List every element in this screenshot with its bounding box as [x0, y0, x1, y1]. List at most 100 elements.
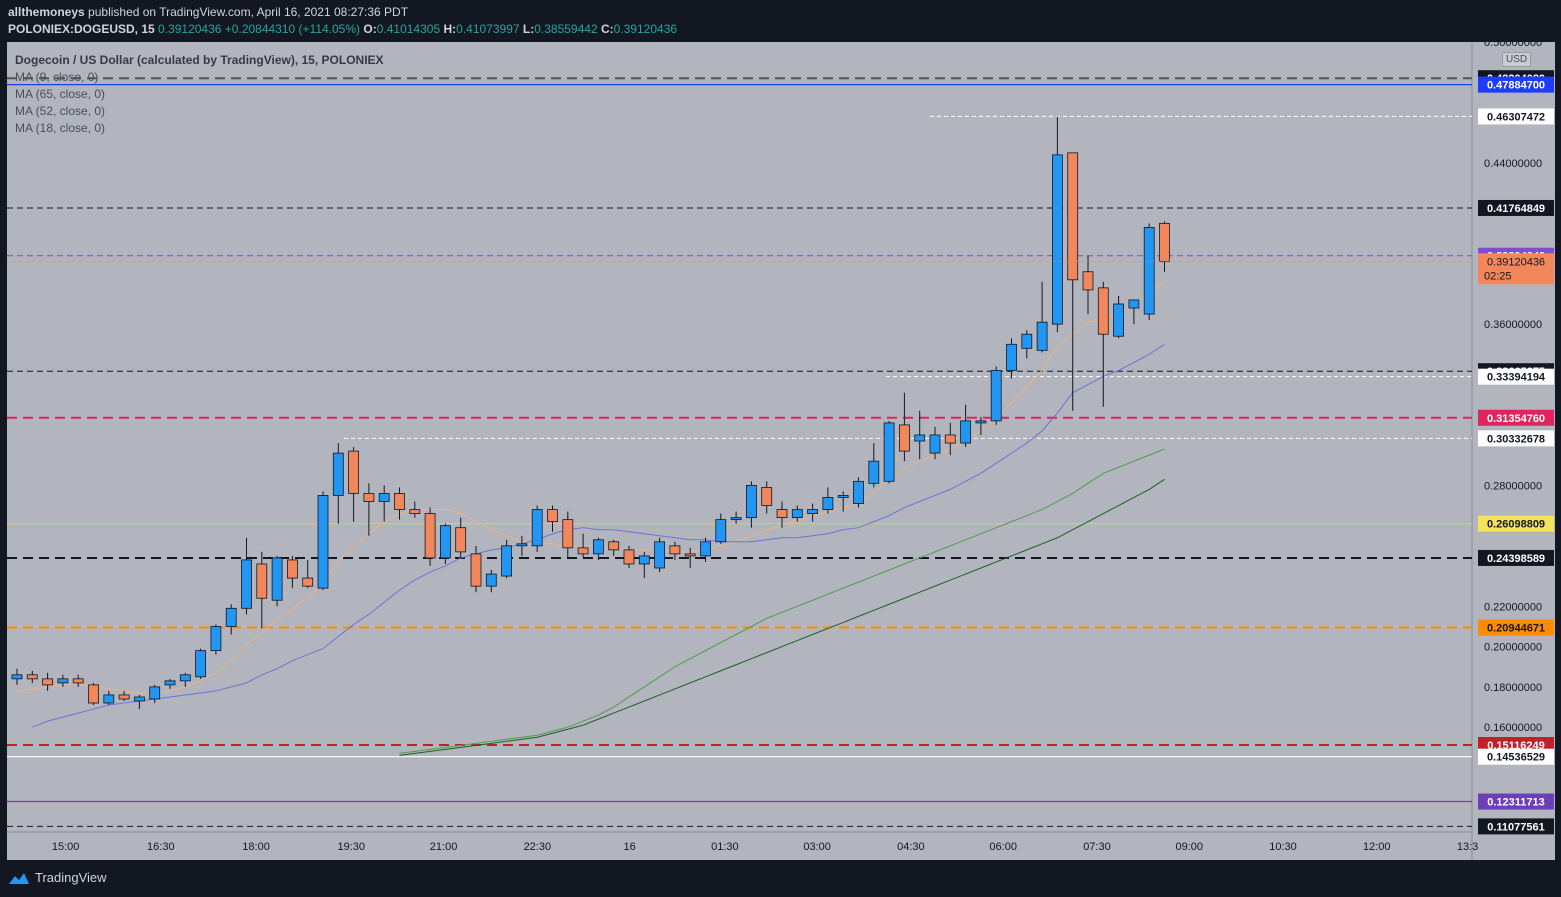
x-tick-label: 09:00	[1175, 841, 1203, 853]
legend-ma-65[interactable]: MA (65, close, 0)	[15, 87, 106, 101]
last-price-label: 0.39120436	[1487, 256, 1545, 268]
candle-body	[654, 541, 665, 569]
y-tick-label: 0.18000000	[1484, 682, 1542, 694]
level-badge-label: 0.14536529	[1487, 752, 1545, 764]
tradingview-brand: TradingView	[35, 870, 107, 885]
candle-body	[746, 484, 757, 519]
candle	[149, 684, 161, 704]
level-badge-label: 0.47884700	[1487, 80, 1545, 92]
x-tick-label: 16:30	[147, 841, 175, 853]
candle	[164, 678, 176, 689]
candle-body	[439, 525, 451, 559]
candle-body	[394, 493, 405, 510]
candle	[455, 517, 467, 558]
candle	[1036, 281, 1048, 353]
candle-body	[1036, 321, 1048, 351]
author-name[interactable]: allthemoneys	[8, 5, 85, 19]
candle	[883, 420, 895, 484]
ma-line	[399, 478, 1165, 756]
low-label: L:	[522, 22, 535, 36]
level-badge: 0.12311713	[1478, 793, 1554, 810]
candle	[118, 690, 130, 702]
candle-body	[1021, 333, 1033, 349]
level-badge-bg	[1478, 409, 1554, 426]
candle-body	[103, 694, 115, 704]
candle	[730, 511, 742, 524]
x-tick-label: 13:3	[1457, 841, 1478, 853]
candle-body	[638, 555, 650, 565]
candle	[638, 551, 650, 579]
candle	[11, 668, 23, 685]
candle	[914, 410, 926, 460]
level-badge: 0.11077561	[1478, 818, 1554, 835]
chart-header: allthemoneys published on TradingView.co…	[0, 0, 1561, 42]
candle-body	[990, 370, 1002, 422]
x-tick-label: 04:30	[897, 841, 925, 853]
legend-ma-18[interactable]: MA (18, close, 0)	[15, 121, 106, 135]
candle	[134, 694, 145, 710]
high-label: H:	[443, 22, 457, 36]
candle-body	[776, 509, 788, 519]
price-chart[interactable]: 0.16000000 0.18000000 0.20000000 0.22000000…	[7, 37, 1555, 860]
legend-ma-9[interactable]: MA (9, close, 0)	[15, 70, 99, 84]
level-badge: 0.46307472	[1478, 108, 1554, 125]
candle	[485, 570, 497, 593]
candle-body	[1113, 303, 1124, 337]
chart-footer: TradingView	[0, 860, 1561, 897]
candle-body	[332, 452, 344, 496]
x-tick-label: 03:00	[803, 841, 831, 853]
candle-body	[700, 541, 711, 557]
level-badge-bg	[1478, 748, 1554, 765]
chart-area[interactable]: 0.16000000 0.18000000 0.20000000 0.22000000…	[7, 37, 1555, 860]
currency-badge[interactable]: USD	[1502, 52, 1532, 67]
candle-body	[791, 509, 803, 519]
level-badge: 0.26098809	[1478, 515, 1554, 532]
candle	[990, 366, 1002, 425]
level-badge-bg	[1478, 430, 1554, 447]
candle-body	[317, 495, 329, 589]
level-badge-label: 0.46307472	[1487, 111, 1545, 123]
candle-body	[1006, 343, 1017, 371]
level-badge-bg	[1478, 818, 1554, 835]
level-badge: 0.33394194	[1478, 368, 1554, 385]
symbol-label: POLONIEX:DOGEUSD, 15	[8, 22, 155, 36]
candle	[332, 443, 344, 524]
y-tick-label: 0.28000000	[1484, 480, 1542, 492]
candle-body	[1067, 152, 1079, 281]
chart-legend: Dogecoin / US Dollar (calculated by Trad…	[15, 52, 384, 137]
candle	[439, 523, 451, 564]
candle-body	[516, 543, 528, 547]
level-badge-bg	[1478, 199, 1554, 216]
candle-body	[853, 480, 864, 504]
time-axis-background	[7, 832, 1472, 860]
candle-body	[501, 545, 513, 577]
candle	[1097, 281, 1109, 407]
candle-body	[11, 674, 23, 680]
candle-body	[730, 517, 742, 521]
candle-body	[593, 539, 604, 555]
level-badge: 0.41764849	[1478, 199, 1554, 216]
candle-body	[975, 420, 987, 424]
candle-body	[684, 553, 696, 557]
candle	[1113, 295, 1124, 339]
tradingview-logo[interactable]: TradingView	[8, 870, 107, 885]
candle	[317, 491, 329, 591]
open-label: O:	[363, 22, 377, 36]
candle-body	[1082, 271, 1094, 291]
candle-body	[195, 650, 207, 678]
candle	[715, 513, 727, 544]
candle-body	[608, 541, 620, 551]
level-badge: 0.47884700	[1478, 76, 1554, 93]
candle-body	[378, 493, 390, 502]
legend-ma-52[interactable]: MA (52, close, 0)	[15, 104, 106, 118]
x-tick-label: 12:00	[1363, 841, 1391, 853]
candle-body	[363, 493, 375, 502]
candle-body	[118, 694, 130, 700]
price-change: +0.20844310 (+114.05%)	[224, 22, 361, 36]
candle	[210, 624, 222, 655]
level-badge-label: 0.11077561	[1487, 821, 1545, 833]
candle	[975, 416, 987, 435]
candle	[42, 672, 53, 691]
candle	[547, 505, 558, 532]
candle-body	[72, 678, 84, 684]
